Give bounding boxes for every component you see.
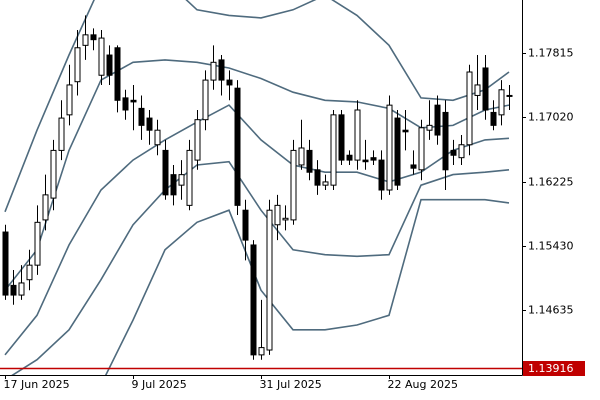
candle-body [42, 194, 49, 221]
candle-body [378, 159, 385, 191]
candle-body [82, 34, 89, 46]
candle-body [314, 169, 321, 186]
plot-area [2, 0, 513, 375]
candle-body [506, 94, 513, 97]
candle-body [58, 117, 65, 151]
band-line [104, 198, 510, 375]
y-tick-label: 1.15430 [528, 240, 574, 253]
candle-body [402, 129, 409, 133]
candle-body [410, 164, 417, 169]
candle-body [338, 114, 345, 161]
price-label-box [523, 361, 585, 376]
candle-body [258, 347, 265, 356]
candle-body [74, 47, 81, 83]
band-line [4, 0, 510, 213]
candle-body [26, 264, 33, 281]
candle-body [114, 47, 121, 101]
candle-body [170, 174, 177, 196]
candle-body [434, 104, 441, 136]
candle-body [370, 157, 377, 161]
candle-body [218, 59, 225, 81]
x-tick-label: 31 Jul 2025 [260, 378, 322, 391]
price-label: 1.13916 [528, 362, 574, 375]
candle-body [250, 244, 257, 356]
candle-body [202, 79, 209, 121]
candle-body [386, 104, 393, 191]
candle-body [138, 107, 145, 126]
candle-body [442, 111, 449, 171]
candle-body [2, 231, 9, 296]
x-tick-label: 9 Jul 2025 [132, 378, 187, 391]
band-line [4, 104, 510, 356]
candle-body [242, 209, 249, 241]
x-tick-label: 22 Aug 2025 [388, 378, 458, 391]
candle-body [298, 147, 305, 166]
candle-body [178, 174, 185, 186]
candle-body [106, 54, 113, 76]
candle-body [346, 154, 353, 161]
y-tick-label: 1.17815 [528, 47, 574, 60]
candle-body [122, 97, 129, 111]
y-tick-label: 1.17020 [528, 111, 574, 124]
candle-body [466, 71, 473, 146]
candle-body [66, 84, 73, 116]
candle-body [162, 149, 169, 196]
candle-body [490, 111, 497, 126]
candle-body [226, 79, 233, 86]
candle-body [290, 149, 297, 221]
candle-body [266, 209, 273, 351]
candle-body [274, 204, 281, 226]
candle-body [362, 159, 369, 163]
candle-body [50, 149, 57, 199]
candle-body [98, 37, 105, 76]
candle-body [154, 129, 161, 146]
candle-body [306, 149, 313, 173]
candle-body [394, 117, 401, 186]
candle-body [130, 99, 137, 103]
candle-body [234, 87, 241, 206]
candle-body [186, 149, 193, 206]
candle-body [458, 144, 465, 159]
candle-body [354, 109, 361, 161]
candle-body [90, 34, 97, 41]
candle-body [498, 89, 505, 116]
candle-body [418, 127, 425, 171]
candle-body [450, 149, 457, 156]
candle-body [282, 217, 289, 221]
candle-body [10, 284, 17, 296]
band-line [11, 160, 510, 375]
candle-body [18, 282, 25, 296]
candle-body [194, 119, 201, 161]
candle-body [34, 221, 41, 266]
candle-body [322, 181, 329, 186]
candle-body [146, 117, 153, 131]
candle-body [330, 114, 337, 186]
y-tick-label: 1.14635 [528, 304, 574, 317]
candle-body [426, 124, 433, 131]
y-tick-label: 1.16225 [528, 176, 574, 189]
candle-body [474, 84, 481, 96]
candle-body [210, 61, 217, 81]
candle-body [482, 67, 489, 111]
x-tick-label: 17 Jun 2025 [4, 378, 70, 391]
